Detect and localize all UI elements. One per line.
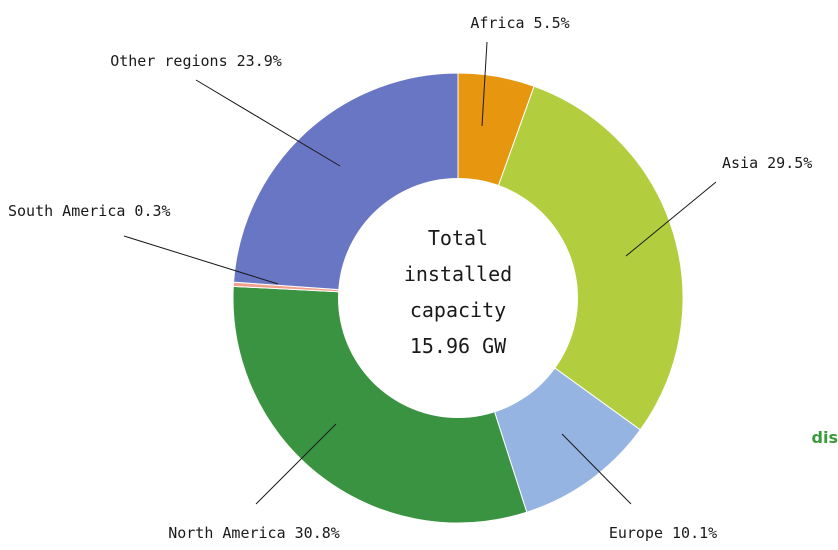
center-text-line-2: installed bbox=[404, 262, 512, 286]
slice-label-south-america: South America 0.3% bbox=[8, 202, 171, 220]
center-text-line-3: capacity bbox=[410, 298, 506, 322]
leader-line-asia bbox=[625, 181, 717, 257]
leader-line-other-regions bbox=[195, 79, 341, 167]
leader-line-africa bbox=[481, 41, 488, 127]
slice-label-asia: Asia 29.5% bbox=[722, 154, 812, 172]
leader-line-north-america bbox=[255, 423, 337, 505]
slice-label-north-america: North America 30.8% bbox=[168, 524, 340, 542]
donut-hole bbox=[338, 178, 578, 418]
leader-line-south-america bbox=[123, 235, 279, 285]
leader-line-europe bbox=[561, 433, 632, 505]
center-total-value: 15.96 GW bbox=[410, 334, 507, 358]
slice-label-europe: Europe 10.1% bbox=[609, 524, 717, 542]
leader-lines-group bbox=[123, 41, 717, 505]
slice-label-africa: Africa 5.5% bbox=[470, 14, 569, 32]
slice-label-other-regions: Other regions 23.9% bbox=[110, 52, 282, 70]
slice-labels-group: Africa 5.5% Asia 29.5% Europe 10.1% North A… bbox=[8, 14, 812, 542]
center-text-line-1: Total bbox=[428, 226, 488, 250]
cropped-side-text: dis bbox=[811, 428, 838, 447]
